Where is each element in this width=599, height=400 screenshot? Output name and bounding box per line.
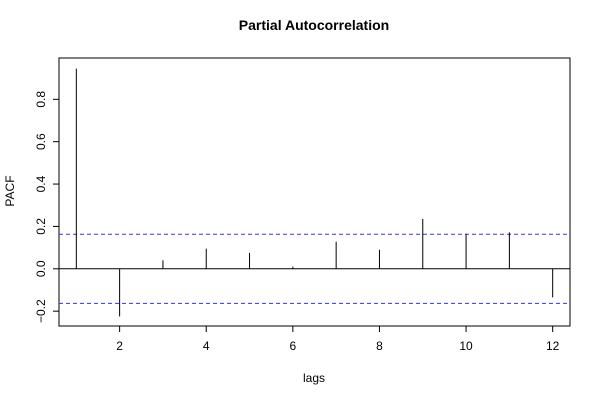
x-tick-label: 8	[376, 339, 383, 353]
y-tick-label: 0.6	[34, 133, 48, 150]
x-tick-label: 6	[290, 339, 297, 353]
y-tick-label: −0.2	[34, 299, 48, 323]
y-tick-label: 0.4	[34, 175, 48, 192]
y-tick-label: 0.2	[34, 218, 48, 235]
x-tick-label: 4	[203, 339, 210, 353]
chart-title: Partial Autocorrelation	[239, 17, 389, 33]
x-axis-label: lags	[303, 371, 325, 385]
x-tick-label: 2	[116, 339, 123, 353]
y-axis-label: PACF	[3, 175, 17, 206]
y-tick-label: 0.8	[34, 91, 48, 108]
plot-frame	[58, 57, 571, 327]
x-tick-label: 10	[459, 339, 473, 353]
x-tick-label: 12	[546, 339, 560, 353]
plot-area: 2 4 6 8 10 12 −0.2 0.0 0.2 0.4 0.6 0.8	[34, 57, 571, 353]
y-tick-label: 0.0	[34, 260, 48, 277]
